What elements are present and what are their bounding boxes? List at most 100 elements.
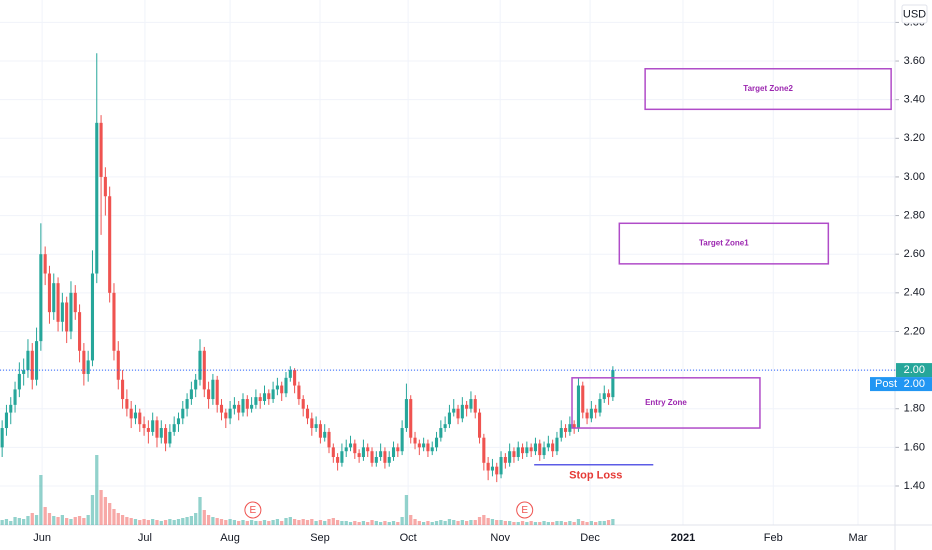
- y-tick-label: 1.40: [904, 480, 925, 492]
- candle-body: [112, 292, 116, 351]
- x-tick-label: Feb: [764, 532, 783, 544]
- volume-bar: [116, 513, 120, 525]
- volume-bar: [245, 521, 249, 525]
- candle-body: [379, 451, 383, 458]
- post-price-label: 2.00: [904, 378, 925, 390]
- volume-bar: [26, 516, 30, 525]
- volume-bar: [551, 522, 555, 525]
- volume-bar: [297, 520, 301, 525]
- zone-box: [618, 222, 830, 265]
- candle-body: [430, 447, 434, 452]
- volume-bar: [378, 522, 383, 525]
- volume-bar: [516, 522, 520, 525]
- volume-bar: [460, 520, 464, 525]
- volume-bar: [370, 520, 374, 525]
- candle-body: [267, 393, 271, 400]
- candle-body: [465, 404, 469, 409]
- candle-body: [65, 302, 69, 332]
- candle-body: [99, 122, 103, 177]
- y-tick-label: 1.60: [904, 441, 925, 453]
- volume-bar: [159, 521, 163, 525]
- y-tick-label: 3.00: [904, 171, 925, 183]
- candle-body: [533, 443, 537, 452]
- volume-bar: [387, 522, 391, 525]
- candle-body: [82, 350, 86, 374]
- candle-body: [142, 424, 146, 429]
- volume-bar: [17, 518, 21, 525]
- candle-body: [103, 176, 107, 197]
- volume-bar: [30, 513, 34, 525]
- volume-bar: [47, 513, 52, 525]
- candle-body: [426, 443, 430, 452]
- volume-bar: [43, 507, 47, 525]
- volume-bar: [73, 517, 77, 525]
- volume-bar: [288, 517, 292, 525]
- candle-body: [116, 350, 120, 380]
- candle-body: [383, 451, 387, 463]
- volume-bar: [142, 519, 146, 525]
- candle-body: [305, 408, 310, 419]
- currency-label: USD: [903, 8, 926, 20]
- candle-body: [121, 379, 125, 400]
- volume-bar: [60, 515, 64, 525]
- candle-body: [357, 453, 361, 458]
- volume-bar: [391, 521, 396, 525]
- candle-body: [417, 443, 421, 448]
- candle-body: [323, 431, 327, 438]
- volume-bar: [374, 521, 378, 525]
- candle-body: [90, 273, 95, 361]
- candle-body: [400, 428, 404, 452]
- volume-bar: [366, 522, 370, 525]
- candle-body: [52, 283, 56, 313]
- volume-bar: [434, 521, 439, 525]
- volume-bar: [327, 519, 331, 525]
- candle-body: [22, 370, 26, 374]
- volume-bar: [572, 522, 576, 525]
- volume-bar: [538, 522, 542, 525]
- y-tick-label: 3.40: [904, 94, 925, 106]
- candle-body: [4, 412, 8, 429]
- candle-body: [250, 404, 254, 409]
- volume-bar: [495, 520, 499, 525]
- volume-bar: [185, 517, 189, 525]
- volume-bar: [181, 518, 185, 525]
- post-price-tag: Post: [875, 378, 897, 390]
- candle-body: [47, 273, 52, 313]
- volume-bar: [340, 521, 344, 525]
- candle-body: [301, 399, 305, 409]
- volume-bar: [189, 516, 194, 525]
- x-tick-label: Mar: [849, 532, 868, 544]
- volume-bar: [499, 520, 503, 525]
- candle-body: [86, 360, 90, 374]
- stop-loss-label: Stop Loss: [569, 470, 622, 482]
- volume-bar: [361, 521, 366, 525]
- candle-body: [344, 447, 348, 452]
- candle-body: [607, 393, 611, 398]
- candle-body: [60, 302, 64, 322]
- volume-bar: [594, 522, 598, 525]
- x-tick-label: Jun: [33, 532, 51, 544]
- volume-bar: [469, 520, 473, 525]
- volume-bar: [331, 518, 335, 525]
- candle-body: [237, 404, 241, 413]
- candle-body: [211, 379, 215, 400]
- candle-body: [9, 404, 13, 413]
- candle-body: [69, 292, 73, 332]
- volume-bar: [120, 515, 125, 525]
- candle-body: [581, 385, 585, 413]
- y-tick-label: 2.20: [904, 325, 925, 337]
- volume-bar: [133, 519, 138, 525]
- candle-body: [56, 283, 60, 322]
- volume-bar: [69, 519, 73, 525]
- candle-body: [516, 447, 520, 458]
- volume-bar: [426, 521, 430, 525]
- candle-body: [73, 292, 77, 313]
- candle-body: [314, 424, 318, 429]
- candle-body: [602, 393, 606, 400]
- volume-bar: [473, 520, 477, 525]
- candle-body: [413, 437, 417, 444]
- volume-bar: [176, 519, 181, 525]
- candle-body: [529, 447, 533, 452]
- candle-body: [477, 412, 482, 438]
- candle-body: [293, 370, 297, 386]
